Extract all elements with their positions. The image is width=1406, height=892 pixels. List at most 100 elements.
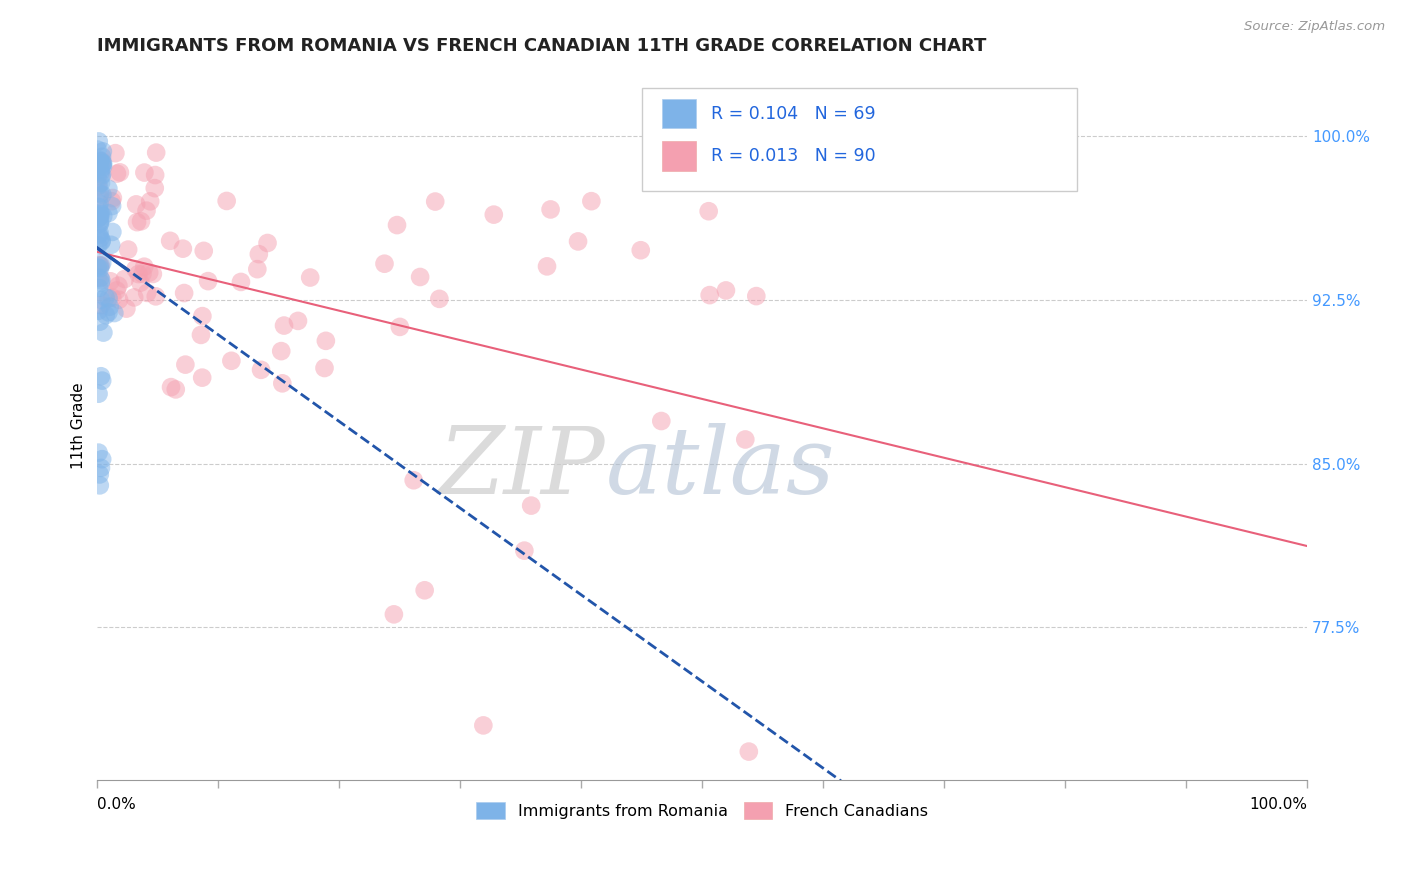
FancyBboxPatch shape bbox=[641, 88, 1077, 191]
Point bbox=[385, 218, 408, 232]
Point bbox=[97, 292, 120, 306]
Point bbox=[139, 194, 162, 209]
Point bbox=[413, 583, 436, 598]
Point bbox=[90, 169, 112, 184]
Point bbox=[273, 318, 295, 333]
FancyBboxPatch shape bbox=[662, 99, 696, 128]
Text: R = 0.013   N = 90: R = 0.013 N = 90 bbox=[710, 146, 876, 165]
Text: atlas: atlas bbox=[606, 423, 835, 513]
Point bbox=[108, 293, 131, 307]
Point bbox=[104, 146, 127, 161]
Point bbox=[90, 276, 112, 290]
Point bbox=[271, 376, 294, 391]
Text: 100.0%: 100.0% bbox=[1249, 797, 1308, 813]
Point bbox=[97, 305, 120, 319]
Text: 0.0%: 0.0% bbox=[97, 797, 136, 813]
Point bbox=[87, 178, 110, 193]
Point bbox=[125, 197, 148, 211]
Point bbox=[87, 200, 110, 214]
Text: ZIP: ZIP bbox=[439, 423, 606, 513]
Point bbox=[87, 260, 110, 275]
Point bbox=[89, 205, 111, 219]
Point bbox=[536, 260, 558, 274]
Point bbox=[315, 334, 337, 348]
Point bbox=[193, 244, 215, 258]
Point bbox=[87, 135, 110, 149]
Point bbox=[124, 262, 146, 277]
Point bbox=[215, 194, 238, 208]
Point bbox=[134, 260, 156, 274]
Point bbox=[738, 745, 761, 759]
Point bbox=[87, 386, 110, 401]
Point bbox=[172, 242, 194, 256]
Point bbox=[87, 270, 110, 285]
Point bbox=[513, 543, 536, 558]
Point bbox=[87, 179, 110, 194]
Point bbox=[246, 262, 269, 277]
Point bbox=[697, 204, 720, 219]
Point bbox=[93, 326, 115, 340]
Point bbox=[86, 170, 108, 185]
Point bbox=[87, 227, 110, 242]
Point bbox=[89, 154, 111, 169]
Point bbox=[87, 303, 110, 318]
Point bbox=[101, 199, 124, 213]
Text: IMMIGRANTS FROM ROMANIA VS FRENCH CANADIAN 11TH GRADE CORRELATION CHART: IMMIGRANTS FROM ROMANIA VS FRENCH CANADI… bbox=[97, 37, 987, 55]
Point bbox=[143, 181, 166, 195]
Point bbox=[90, 154, 112, 169]
Point bbox=[94, 308, 117, 322]
Point bbox=[402, 473, 425, 487]
Point bbox=[86, 143, 108, 157]
Point bbox=[100, 274, 122, 288]
Point bbox=[87, 445, 110, 459]
Point bbox=[90, 293, 112, 307]
Point bbox=[482, 208, 505, 222]
Point bbox=[129, 276, 152, 290]
Point bbox=[90, 273, 112, 287]
Point bbox=[89, 207, 111, 221]
Point bbox=[97, 206, 120, 220]
Point bbox=[131, 267, 153, 281]
Point bbox=[472, 718, 495, 732]
Point bbox=[89, 226, 111, 240]
Point bbox=[94, 290, 117, 304]
Point bbox=[101, 225, 124, 239]
Point bbox=[91, 150, 114, 164]
Point bbox=[125, 215, 148, 229]
Point bbox=[87, 211, 110, 226]
Point bbox=[270, 344, 292, 359]
Point bbox=[174, 358, 197, 372]
Point bbox=[100, 237, 122, 252]
Point bbox=[91, 452, 114, 467]
Point bbox=[145, 145, 167, 160]
Point bbox=[382, 607, 405, 622]
Point bbox=[89, 261, 111, 276]
Point bbox=[650, 414, 672, 428]
Point bbox=[714, 284, 737, 298]
Point bbox=[581, 194, 603, 209]
Point bbox=[91, 374, 114, 388]
Point bbox=[91, 168, 114, 182]
Point bbox=[107, 278, 129, 293]
Point bbox=[87, 281, 110, 295]
Point bbox=[90, 369, 112, 384]
Point bbox=[98, 300, 121, 314]
Point bbox=[89, 210, 111, 224]
Point bbox=[247, 247, 270, 261]
Point bbox=[129, 214, 152, 228]
Point bbox=[143, 168, 166, 182]
FancyBboxPatch shape bbox=[662, 141, 696, 170]
Point bbox=[101, 291, 124, 305]
Point bbox=[427, 292, 450, 306]
Point bbox=[699, 288, 721, 302]
Point bbox=[91, 187, 114, 202]
Point bbox=[160, 380, 183, 394]
Point bbox=[101, 191, 124, 205]
Point bbox=[91, 145, 114, 159]
Point bbox=[630, 244, 652, 258]
Point bbox=[373, 257, 395, 271]
Point bbox=[90, 235, 112, 249]
Point bbox=[89, 271, 111, 285]
Point bbox=[165, 383, 187, 397]
Text: R = 0.104   N = 69: R = 0.104 N = 69 bbox=[710, 104, 876, 122]
